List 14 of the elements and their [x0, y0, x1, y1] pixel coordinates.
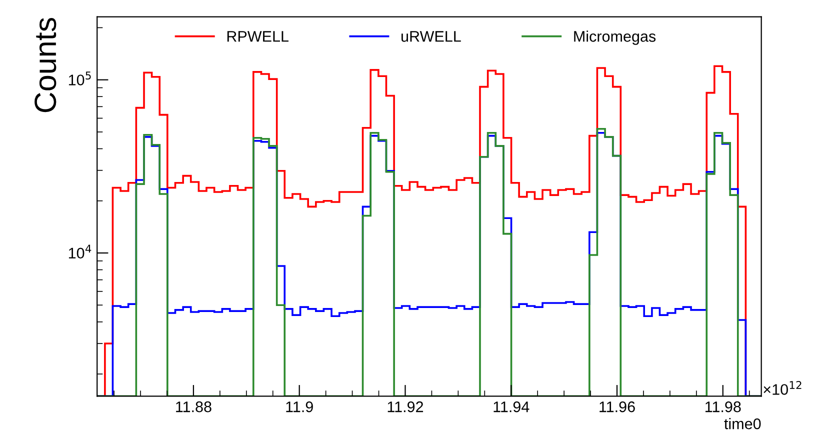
- x-tick-label: 11.96: [600, 401, 635, 412]
- text: ×10$^{12}$: [764, 380, 802, 395]
- x-tick-label: 11.98: [706, 401, 741, 412]
- legend-label: RPWELL: [227, 31, 288, 42]
- x-tick-label: 11.9: [286, 401, 313, 412]
- x-tick-label: 11.92: [388, 401, 424, 412]
- x-tick-label: 11.94: [494, 401, 530, 412]
- legend-label: uRWELL: [402, 31, 461, 42]
- x-axis-title: time0: [724, 418, 761, 430]
- y-tick-label: 10$^{4}$: [68, 244, 92, 259]
- x-tick-label: 11.88: [176, 401, 212, 412]
- legend-label: Micromegas: [574, 30, 656, 45]
- y-tick-label: 10$^{5}$: [68, 72, 91, 86]
- y-axis-title: Counts: [34, 18, 56, 112]
